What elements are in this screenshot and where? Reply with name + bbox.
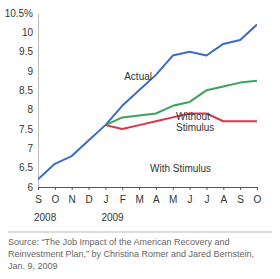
y-tick-label: 10	[22, 27, 34, 38]
x-tick-mark	[72, 187, 73, 190]
x-tick-mark	[257, 187, 258, 190]
x-tick: J	[188, 187, 193, 205]
x-tick-label: J	[204, 194, 209, 205]
y-tick: 6.5	[19, 162, 38, 173]
y-tick-label: 10.5%	[5, 8, 33, 19]
x-tick: D	[85, 187, 92, 205]
series-label: Actual	[124, 71, 152, 82]
x-tick-label: J	[103, 194, 108, 205]
series-label: With Stimulus	[150, 163, 211, 174]
x-axis-line	[39, 187, 258, 188]
x-tick-label: O	[51, 194, 59, 205]
x-tick: N	[69, 187, 76, 205]
x-tick-label: O	[254, 194, 262, 205]
x-tick: F	[120, 187, 126, 205]
y-axis-line	[38, 14, 39, 188]
x-tick-mark	[156, 187, 157, 190]
y-tick-label: 8	[27, 104, 33, 115]
x-tick: O	[51, 187, 59, 205]
x-tick-label: A	[153, 194, 160, 205]
y-tick: 8.5	[19, 85, 38, 96]
x-tick-mark	[55, 187, 56, 190]
x-tick-label: D	[85, 194, 92, 205]
x-axis: SONDJFMAMJJASO	[35, 187, 261, 205]
x-tick-label: S	[35, 194, 42, 205]
x-tick-mark	[105, 187, 106, 190]
x-tick-mark	[206, 187, 207, 190]
y-tick-label: 6	[27, 182, 33, 193]
x-tick: J	[103, 187, 108, 205]
year-label: 2009	[101, 212, 124, 223]
x-tick: S	[237, 187, 244, 205]
series-label: WithoutStimulus	[176, 111, 214, 133]
x-tick: A	[220, 187, 227, 205]
y-tick: 8	[27, 104, 38, 115]
x-tick-mark	[38, 187, 39, 190]
y-tick: 9	[27, 66, 38, 77]
y-axis: 6 6.5 7 7.5 8 8.5 9 9.5 10 10.5%	[5, 8, 39, 193]
x-tick-label: S	[237, 194, 244, 205]
x-tick: S	[35, 187, 42, 205]
y-tick-label: 7	[27, 143, 33, 154]
x-tick: M	[135, 187, 143, 205]
y-tick-label: 9	[27, 66, 33, 77]
y-tick-label: 6.5	[19, 162, 33, 173]
x-tick: O	[254, 187, 262, 205]
series-line	[38, 25, 257, 180]
chart: 66.577.588.599.51010.5%SONDJFMAMJJASO200…	[0, 0, 280, 279]
x-tick-label: F	[120, 194, 126, 205]
x-tick-label: M	[135, 194, 143, 205]
source: Source: “The Job Impact of the American …	[8, 237, 254, 271]
x-tick: M	[169, 187, 177, 205]
x-tick-mark	[173, 187, 174, 190]
y-tick-label: 9.5	[19, 46, 33, 57]
y-tick: 7.5	[19, 124, 38, 135]
x-tick-mark	[122, 187, 123, 190]
y-tick: 10.5%	[5, 8, 38, 19]
year-label: 2008	[34, 212, 57, 223]
y-tick-label: 7.5	[19, 124, 33, 135]
x-tick-mark	[190, 187, 191, 190]
series-line	[105, 81, 257, 125]
y-tick: 7	[27, 143, 38, 154]
separator	[8, 232, 272, 233]
lines	[38, 25, 257, 180]
x-tick-label: N	[69, 194, 76, 205]
y-tick: 6	[27, 182, 38, 193]
x-tick-mark	[223, 187, 224, 190]
x-tick: J	[204, 187, 209, 205]
x-tick-mark	[89, 187, 90, 190]
y-tick: 9.5	[19, 46, 38, 57]
x-tick-label: A	[220, 194, 227, 205]
x-tick: A	[153, 187, 160, 205]
x-tick-label: J	[188, 194, 193, 205]
y-tick-label: 8.5	[19, 85, 33, 96]
y-tick: 10	[22, 27, 38, 38]
x-tick-mark	[139, 187, 140, 190]
x-tick-mark	[240, 187, 241, 190]
x-tick-label: M	[169, 194, 177, 205]
